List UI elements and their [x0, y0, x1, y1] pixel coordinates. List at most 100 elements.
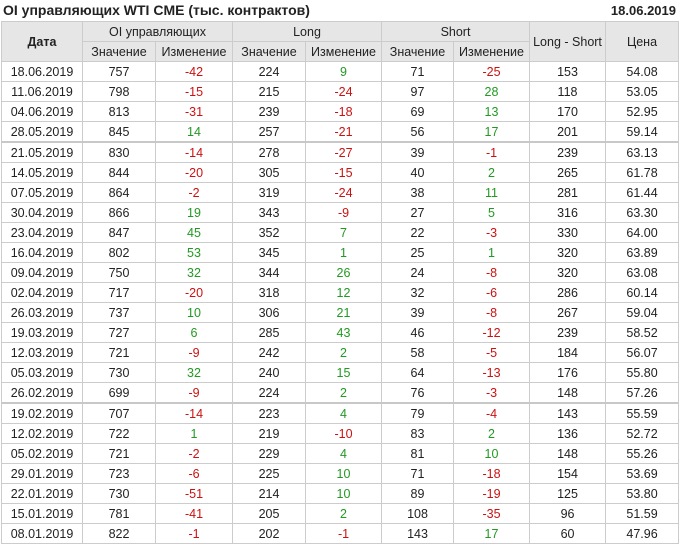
- header-short-change: Изменение: [452, 41, 531, 62]
- table-row: 28.05.2019 845 14 257 -21 56 17 201 59.14: [1, 121, 680, 143]
- cell-short-value: 24: [381, 262, 454, 283]
- table-row: 05.02.2019 721 -2 229 4 81 10 148 55.26: [1, 443, 680, 464]
- cell-oi-value: 721: [82, 342, 156, 363]
- header-oi-change: Изменение: [155, 41, 233, 62]
- table-row: 15.01.2019 781 -41 205 2 108 -35 96 51.59: [1, 503, 680, 524]
- cell-price: 61.44: [605, 182, 680, 203]
- cell-oi-value: 723: [82, 463, 156, 484]
- cell-price: 63.08: [605, 262, 680, 283]
- cell-oi-value: 866: [82, 202, 156, 223]
- cell-long-change: 15: [305, 362, 382, 383]
- cell-long-change: 21: [305, 302, 382, 323]
- cell-long-change: 10: [305, 463, 382, 484]
- cell-long-short: 154: [529, 463, 607, 484]
- cell-oi-value: 813: [82, 101, 156, 122]
- header-long: Long: [232, 21, 382, 42]
- cell-price: 64.00: [605, 222, 680, 243]
- cell-date: 18.06.2019: [1, 61, 83, 82]
- cell-oi-change: -51: [155, 483, 233, 504]
- cell-oi-change: -9: [155, 342, 233, 363]
- cell-date: 26.02.2019: [1, 382, 83, 404]
- table-row: 18.06.2019 757 -42 224 9 71 -25 153 54.08: [1, 61, 680, 82]
- cell-date: 12.02.2019: [1, 423, 83, 444]
- cell-date: 15.01.2019: [1, 503, 83, 524]
- table-row: 14.05.2019 844 -20 305 -15 40 2 265 61.78: [1, 162, 680, 183]
- cell-oi-change: -42: [155, 61, 233, 82]
- cell-date: 08.01.2019: [1, 523, 83, 544]
- cell-long-change: -18: [305, 101, 382, 122]
- cell-long-change: 7: [305, 222, 382, 243]
- title-bar: OI управляющих WTI CME (тыс. контрактов)…: [0, 0, 680, 21]
- cell-short-change: 2: [452, 423, 531, 444]
- cell-short-value: 89: [381, 483, 454, 504]
- cell-price: 57.26: [605, 382, 680, 404]
- header-long-short: Long - Short: [529, 21, 607, 62]
- cell-long-value: 278: [232, 141, 306, 163]
- header-price: Цена: [605, 21, 680, 62]
- cell-short-value: 56: [381, 121, 454, 143]
- cell-long-change: -27: [305, 141, 382, 163]
- cell-oi-value: 730: [82, 362, 156, 383]
- cell-oi-change: -20: [155, 162, 233, 183]
- cell-oi-value: 781: [82, 503, 156, 524]
- cell-oi-change: -20: [155, 282, 233, 303]
- cell-date: 29.01.2019: [1, 463, 83, 484]
- cell-short-value: 58: [381, 342, 454, 363]
- cell-oi-value: 757: [82, 61, 156, 82]
- cell-oi-change: -1: [155, 523, 233, 544]
- cell-long-short: 330: [529, 222, 607, 243]
- header-short-value: Значение: [381, 41, 454, 62]
- cell-short-change: -8: [452, 302, 531, 323]
- cell-long-value: 219: [232, 423, 306, 444]
- cell-long-value: 344: [232, 262, 306, 283]
- cell-oi-change: 32: [155, 362, 233, 383]
- page-title: OI управляющих WTI CME (тыс. контрактов): [3, 2, 310, 18]
- cell-long-change: 10: [305, 483, 382, 504]
- table-row: 23.04.2019 847 45 352 7 22 -3 330 64.00: [1, 222, 680, 243]
- cell-long-change: 2: [305, 342, 382, 363]
- header-oi: OI управляющих: [82, 21, 233, 42]
- cell-price: 55.59: [605, 402, 680, 424]
- cell-short-value: 40: [381, 162, 454, 183]
- cell-price: 51.59: [605, 503, 680, 524]
- cell-short-change: -13: [452, 362, 531, 383]
- cell-long-value: 224: [232, 61, 306, 82]
- cell-date: 28.05.2019: [1, 121, 83, 143]
- cell-oi-value: 737: [82, 302, 156, 323]
- cell-long-short: 184: [529, 342, 607, 363]
- cell-short-value: 69: [381, 101, 454, 122]
- cell-price: 52.72: [605, 423, 680, 444]
- cell-date: 05.03.2019: [1, 362, 83, 383]
- cell-short-value: 64: [381, 362, 454, 383]
- cell-oi-change: -9: [155, 382, 233, 404]
- table-row: 08.01.2019 822 -1 202 -1 143 17 60 47.96: [1, 523, 680, 544]
- cell-short-change: 17: [452, 121, 531, 143]
- cell-short-value: 79: [381, 402, 454, 424]
- cell-oi-value: 802: [82, 242, 156, 263]
- cell-long-value: 257: [232, 121, 306, 143]
- cell-long-short: 239: [529, 322, 607, 343]
- cell-date: 22.01.2019: [1, 483, 83, 504]
- cell-long-change: 4: [305, 443, 382, 464]
- cell-date: 21.05.2019: [1, 141, 83, 163]
- cell-price: 52.95: [605, 101, 680, 122]
- cell-long-value: 205: [232, 503, 306, 524]
- cell-date: 05.02.2019: [1, 443, 83, 464]
- cell-oi-change: -31: [155, 101, 233, 122]
- cell-date: 26.03.2019: [1, 302, 83, 323]
- cell-long-change: 26: [305, 262, 382, 283]
- cell-short-value: 83: [381, 423, 454, 444]
- cell-oi-change: -14: [155, 141, 233, 163]
- cell-long-change: 2: [305, 503, 382, 524]
- cell-long-short: 320: [529, 262, 607, 283]
- cell-long-short: 265: [529, 162, 607, 183]
- cell-oi-value: 822: [82, 523, 156, 544]
- cell-short-value: 71: [381, 61, 454, 82]
- header-long-value: Значение: [232, 41, 306, 62]
- cell-oi-value: 727: [82, 322, 156, 343]
- cell-date: 19.03.2019: [1, 322, 83, 343]
- table-row: 07.05.2019 864 -2 319 -24 38 11 281 61.44: [1, 182, 680, 203]
- cell-long-short: 148: [529, 443, 607, 464]
- cell-long-short: 286: [529, 282, 607, 303]
- cell-price: 59.04: [605, 302, 680, 323]
